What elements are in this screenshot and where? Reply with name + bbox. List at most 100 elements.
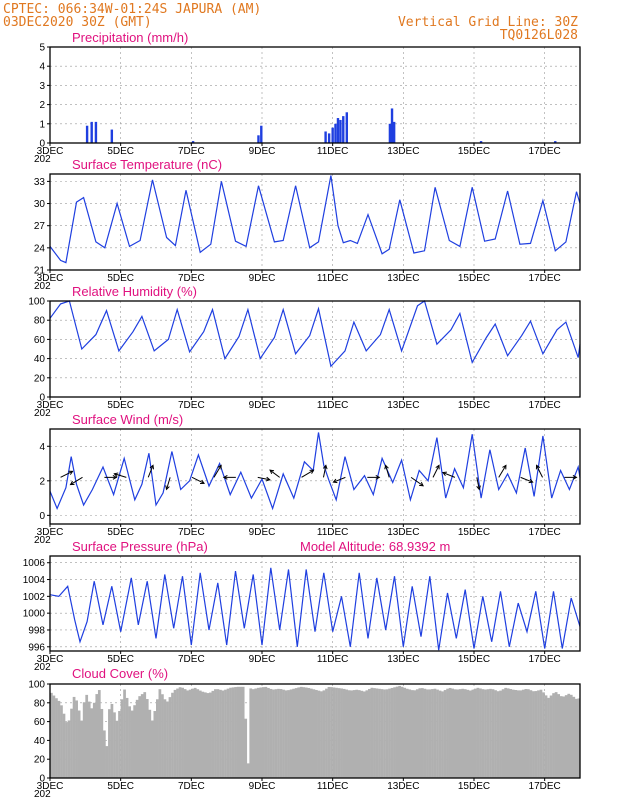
cloud-frame xyxy=(49,683,581,779)
temp-ytick-label: 33 xyxy=(34,177,46,188)
wind-arrowhead xyxy=(332,478,338,484)
cloud-bar xyxy=(145,699,149,778)
wind-arrow xyxy=(166,477,171,490)
cloud-bar xyxy=(438,690,442,778)
precip-ytick-label: 4 xyxy=(39,62,45,73)
cloud-bar xyxy=(161,694,164,778)
wind-arrow xyxy=(536,465,543,478)
cloud-bar xyxy=(130,710,134,778)
precip-bar xyxy=(331,127,334,143)
precip-bar xyxy=(345,112,348,143)
cloud-bar xyxy=(514,690,518,778)
cloud-bar xyxy=(474,688,477,778)
temp-ytick-label: 21 xyxy=(34,266,46,277)
wind-arrow xyxy=(147,465,154,478)
cloud-bar xyxy=(516,690,520,778)
cloud-bar xyxy=(186,690,190,778)
cloud-bar xyxy=(491,689,495,778)
precip-xtick-label: 13DEC xyxy=(387,146,419,157)
cloud-bar xyxy=(214,689,217,778)
cloud-bar xyxy=(390,687,394,778)
cloud-bar xyxy=(403,687,407,778)
cloud-bar xyxy=(138,696,142,778)
wind-ytick-label: 4 xyxy=(39,442,45,453)
cloud-bar xyxy=(105,746,109,778)
rh-ytick-label: 40 xyxy=(34,354,46,365)
cloud-bar xyxy=(365,690,369,778)
precip-bar xyxy=(342,116,345,143)
cloud-bar xyxy=(385,689,389,778)
wind-arrowhead xyxy=(572,475,578,480)
wind-arrowhead xyxy=(476,485,481,491)
pressure-xtick-label: 11DEC xyxy=(317,654,349,665)
cloud-bar xyxy=(100,708,104,778)
cloud-bar xyxy=(57,700,61,778)
cloud-bar xyxy=(219,689,222,778)
cloud-bar xyxy=(413,690,417,778)
temp-xtick-label: 17DEC xyxy=(529,273,561,284)
cloud-bar xyxy=(267,687,270,778)
wind-ytick-label: 2 xyxy=(39,476,45,487)
cloud-bar xyxy=(289,689,293,778)
rh-line xyxy=(49,300,581,368)
rh-xtick-label: 3DEC xyxy=(37,400,64,411)
precip-ytick-label: 2 xyxy=(39,100,45,111)
cloud-bar xyxy=(501,689,505,778)
precip-bar xyxy=(90,121,93,143)
cloud-ytick-label: 40 xyxy=(34,736,46,747)
cloud-bar xyxy=(521,689,525,778)
cloud-ytick-label: 100 xyxy=(28,680,45,691)
cloud-bar xyxy=(360,690,364,778)
precip-ytick-label: 5 xyxy=(39,43,45,54)
pressure-annotation: Model Altitude: 68.9392 m xyxy=(300,539,450,554)
cloud-bar xyxy=(196,689,200,778)
cloud-bar xyxy=(342,688,346,778)
wind-arrowhead xyxy=(435,464,440,470)
cloud-bar xyxy=(85,694,89,778)
wind-arrowhead xyxy=(69,480,75,486)
precip-xtick-label: 17DEC xyxy=(529,146,561,157)
cloud-bar xyxy=(405,688,409,778)
cloud-bar xyxy=(277,688,280,778)
cloud-bar xyxy=(421,688,424,778)
wind-arrowhead xyxy=(535,464,541,470)
cloud-bar xyxy=(231,687,235,778)
cloud-bar xyxy=(322,690,326,778)
cloud-bar xyxy=(113,712,116,778)
cloud-bar xyxy=(410,690,414,778)
wind-xtick-label: 15DEC xyxy=(458,527,490,538)
cloud-bar xyxy=(569,694,573,778)
rh-ytick-label: 0 xyxy=(39,393,45,404)
cloud-bar xyxy=(224,689,227,778)
cloud-bar xyxy=(320,691,323,778)
precip-bar xyxy=(260,125,263,143)
cloud-bar xyxy=(451,688,455,778)
cloud-bar xyxy=(108,709,111,778)
rh-xtick-label: 9DEC xyxy=(249,400,276,411)
cloud-xtick-label: 5DEC xyxy=(107,781,134,792)
cloud-bar xyxy=(567,693,571,778)
cloud-bar xyxy=(572,696,576,778)
temp-ytick-label: 24 xyxy=(34,243,46,254)
temp-ytick-label: 27 xyxy=(34,221,46,232)
wind-arrowhead xyxy=(265,476,271,482)
cloud-bar xyxy=(234,687,237,778)
cloud-bar xyxy=(527,689,530,778)
cloud-bar xyxy=(178,687,182,778)
cloud-bar xyxy=(537,690,540,778)
rh-frame xyxy=(49,300,581,398)
wind-panel: 0 2 4 3DEC 5DEC 7DEC 9DEC 11DEC 13DEC 15DEC 17DEC 2… xyxy=(34,428,581,546)
cloud-bar xyxy=(75,700,78,778)
cloud-bar xyxy=(453,689,457,778)
cloud-bar xyxy=(577,698,581,778)
cloud-bar xyxy=(552,693,555,778)
precip-bar xyxy=(479,141,483,143)
rh-xtick-label: 11DEC xyxy=(317,400,349,411)
wind-arrow xyxy=(385,465,390,478)
temp-xtick-label: 7DEC xyxy=(178,273,205,284)
wind-arrow xyxy=(213,465,222,478)
cloud-bar xyxy=(539,689,543,778)
precip-bar xyxy=(336,118,340,143)
cloud-bar xyxy=(547,697,550,778)
temp-title: Surface Temperature (nC) xyxy=(72,157,222,172)
